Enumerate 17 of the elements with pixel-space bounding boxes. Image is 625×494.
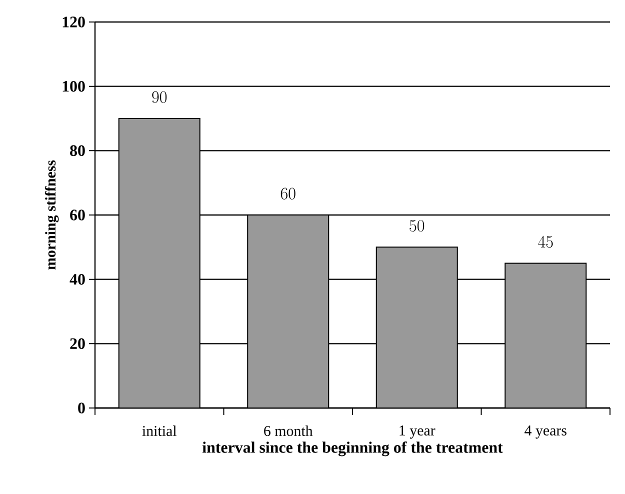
y-tick-label: 100 [62,80,85,92]
data-label: 50 [410,220,424,232]
x-tick-label: 6 month [264,426,313,436]
data-label: 60 [280,188,296,200]
x-axis-title: interval since the beginning of the treatment [202,441,503,456]
y-tick-label: 40 [70,274,85,285]
x-tick-label: 1 year [400,426,436,439]
x-tick-label: 4 years [524,426,566,439]
x-tick-label: initial [142,426,177,436]
y-tick-label: 120 [62,16,85,28]
y-tick-label: 20 [70,338,85,350]
y-axis-title: morning stiffness [44,160,59,270]
y-tick-label: 80 [70,145,85,156]
data-label: 90 [152,91,167,103]
y-tick-label: 0 [78,402,85,414]
y-tick-label: 60 [70,210,85,220]
data-label: 45 [538,236,553,248]
